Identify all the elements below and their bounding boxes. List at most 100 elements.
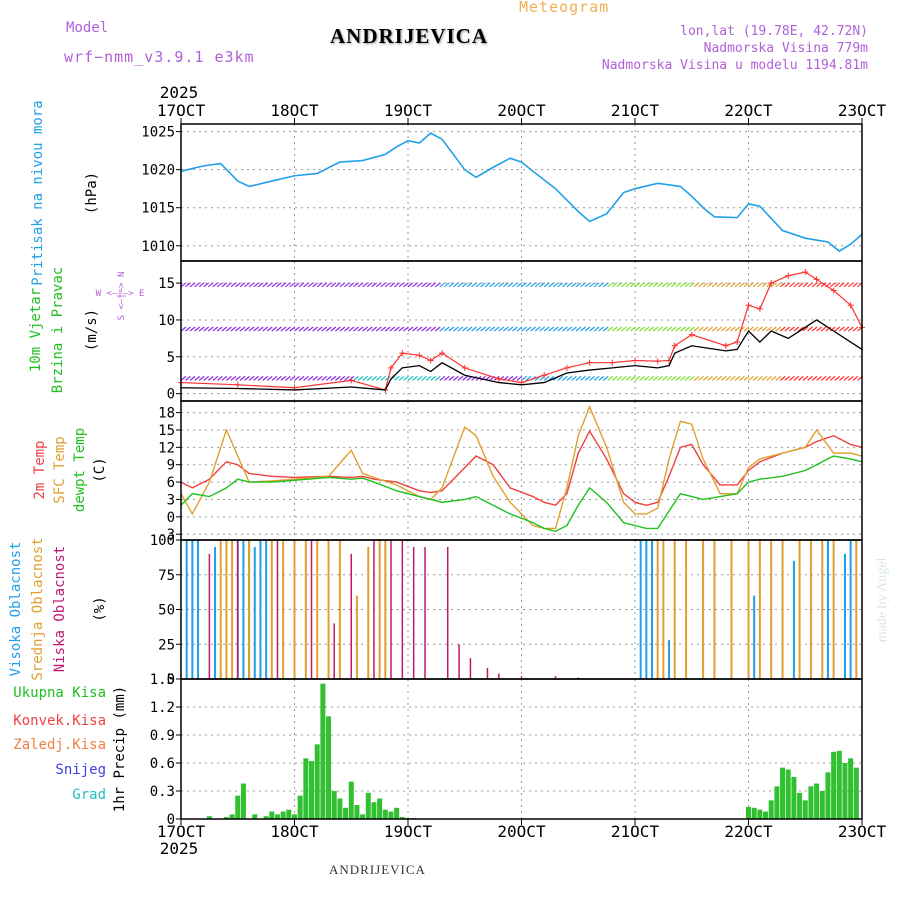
dewpoint-line bbox=[180, 455, 863, 533]
precip-bar bbox=[223, 817, 229, 819]
wind-barb bbox=[443, 326, 450, 332]
wind-barb bbox=[325, 282, 332, 288]
wind-barb bbox=[652, 375, 659, 381]
wind-barb bbox=[502, 326, 509, 332]
wind-barb bbox=[448, 326, 455, 332]
wind-barb bbox=[761, 326, 768, 332]
wind-barb bbox=[525, 282, 532, 288]
wind-barb bbox=[448, 375, 455, 381]
wind-barb bbox=[502, 282, 509, 288]
y-tick-label: 0 bbox=[167, 672, 175, 688]
y-tick-label: 1025 bbox=[141, 125, 175, 141]
wind-barb bbox=[702, 326, 709, 332]
x-tick-label-bottom: 20OCT bbox=[497, 822, 546, 841]
precip-bar bbox=[848, 758, 854, 819]
wind-barb bbox=[239, 282, 246, 288]
precip-bar bbox=[343, 807, 349, 819]
wind-barb bbox=[593, 326, 600, 332]
wind-barb bbox=[512, 326, 518, 332]
wind-barb bbox=[584, 282, 591, 288]
wind-barb bbox=[407, 375, 414, 381]
wind-barb bbox=[698, 282, 704, 288]
wind-barb bbox=[598, 326, 605, 332]
wind-barb bbox=[226, 326, 232, 332]
wind-barb bbox=[652, 282, 659, 288]
wind-barb bbox=[557, 375, 564, 381]
wind-barb bbox=[316, 375, 323, 381]
precip-bar bbox=[797, 792, 803, 819]
wind-barb bbox=[784, 326, 791, 332]
wind-barb bbox=[294, 375, 300, 381]
wind-barb bbox=[371, 282, 378, 288]
x-tick-label-bottom: 23OCT bbox=[838, 822, 887, 841]
wind-barb bbox=[434, 326, 441, 332]
wind-gust-marker bbox=[563, 364, 570, 371]
wind-barb bbox=[198, 326, 205, 332]
wind-barb bbox=[720, 282, 727, 288]
wind-barb bbox=[221, 375, 228, 381]
wind-barb bbox=[834, 375, 841, 381]
wind-barb bbox=[698, 375, 704, 381]
wind-barb bbox=[643, 326, 650, 332]
wind-barb bbox=[371, 375, 378, 381]
wind-barb bbox=[748, 282, 754, 288]
wind-barb bbox=[489, 326, 496, 332]
wind-gust-marker bbox=[756, 305, 763, 312]
wind-barb bbox=[580, 282, 586, 288]
wind-barb bbox=[266, 375, 273, 381]
wind-barb bbox=[571, 326, 577, 332]
year-label-bottom: 2025 bbox=[160, 839, 199, 858]
wind-barb bbox=[339, 375, 346, 381]
wind-barb bbox=[516, 282, 523, 288]
y-tick-label: 18 bbox=[158, 406, 175, 422]
wind-barb bbox=[711, 282, 718, 288]
wind-barb bbox=[634, 282, 641, 288]
wind-barb bbox=[316, 282, 323, 288]
wind-barb bbox=[711, 375, 718, 381]
model-name: wrf−nmm_v3.9.1 e3km bbox=[64, 48, 255, 66]
wind-barb bbox=[194, 326, 200, 332]
precip-bar bbox=[280, 811, 286, 819]
wind-barb bbox=[643, 282, 650, 288]
wind-barb bbox=[643, 375, 650, 381]
wind-barb bbox=[698, 326, 704, 332]
x-tick-label-bottom: 17OCT bbox=[157, 822, 206, 841]
wind-barb bbox=[793, 282, 800, 288]
wind-barb bbox=[788, 375, 795, 381]
wind-barb bbox=[321, 326, 328, 332]
wind-barb bbox=[194, 282, 200, 288]
wind-barb bbox=[380, 282, 387, 288]
precip-bar bbox=[354, 805, 360, 819]
y-tick-label: 1015 bbox=[141, 201, 175, 217]
wind-barb bbox=[661, 326, 668, 332]
wind-barb bbox=[248, 282, 255, 288]
wind-barb bbox=[484, 326, 491, 332]
wind-gust-marker bbox=[234, 381, 241, 388]
wind-barb bbox=[661, 375, 668, 381]
precip-bar bbox=[763, 811, 769, 819]
wind-barb bbox=[657, 375, 664, 381]
wind-barb bbox=[498, 375, 505, 381]
wind-barb bbox=[779, 282, 786, 288]
wind-barb bbox=[575, 375, 582, 381]
wind-barb bbox=[743, 375, 750, 381]
wind-barb bbox=[734, 375, 741, 381]
wind-barb bbox=[784, 375, 791, 381]
wind-barb bbox=[403, 282, 409, 288]
wind-barb bbox=[235, 282, 241, 288]
wind-barb bbox=[257, 326, 264, 332]
y-tick-label: 0.6 bbox=[150, 756, 175, 772]
wind-barb bbox=[298, 326, 305, 332]
wind-barb bbox=[775, 375, 782, 381]
y-tick-label: -3 bbox=[158, 527, 175, 543]
precip-bar bbox=[780, 767, 786, 819]
wind-barb bbox=[684, 326, 691, 332]
wind-barb bbox=[430, 326, 437, 332]
precip-conv-title: Konvek.Kisa bbox=[13, 713, 106, 729]
panel-frame bbox=[180, 123, 863, 262]
wind-barb bbox=[244, 375, 250, 381]
wind-barb bbox=[852, 326, 859, 332]
wind-barb bbox=[720, 326, 727, 332]
wind-barb bbox=[539, 282, 546, 288]
wind-barb bbox=[507, 326, 514, 332]
